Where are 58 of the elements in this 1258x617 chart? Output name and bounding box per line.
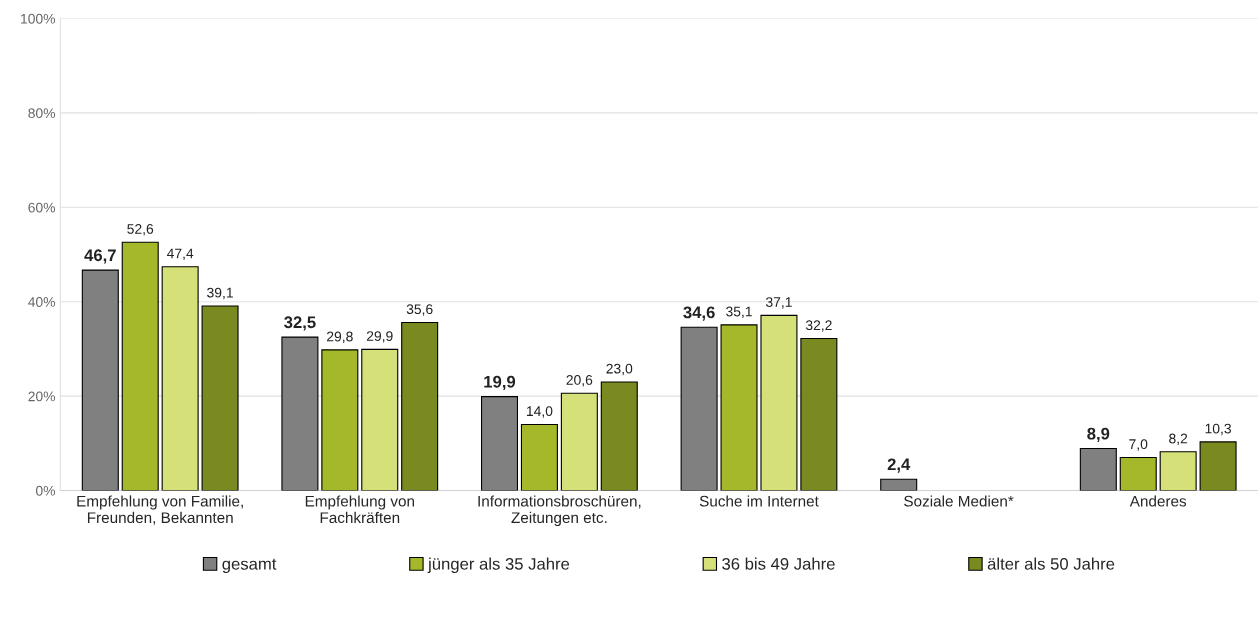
bar [161,266,199,491]
bar [361,348,399,491]
legend-label: älter als 50 Jahre [987,557,1115,570]
y-tick-label: 0% [35,485,56,496]
bar [201,305,239,491]
y-tick-label: 80% [28,108,56,119]
data-label: 19,9 [484,375,516,391]
data-label: 23,0 [606,363,633,376]
x-tick-label: Suche im Internet [699,495,819,507]
legend-label: jünger als 35 Jahre [427,557,570,574]
data-label: 35,1 [726,306,752,319]
bar [560,392,598,491]
bar [760,314,798,491]
data-label: 37,1 [765,297,792,309]
data-label: 10,3 [1205,423,1231,436]
data-label: 2,4 [887,458,911,473]
data-label: 8,2 [1169,433,1188,446]
bar [480,396,519,491]
data-label: 14,0 [526,406,553,418]
x-tick-label: Empfehlung von Fachkräften [305,495,415,524]
data-label: 39,1 [207,287,233,300]
legend-label: gesamt [222,558,277,574]
data-label: 32,2 [805,320,832,332]
data-label: 52,6 [127,224,154,236]
bar [680,326,718,491]
bar [281,336,319,491]
data-label: 20,6 [566,375,593,387]
bar [81,269,119,491]
data-label: 8,9 [1087,427,1110,442]
bar [401,321,439,491]
data-label: 7,0 [1129,439,1148,451]
bar [1199,441,1237,491]
bar [121,241,159,491]
y-tick-label: 20% [28,391,56,402]
bar [1079,447,1117,491]
y-tick-label: 60% [28,202,56,213]
x-tick-label: Empfehlung von Familie, Freunden, Bekannten [77,495,243,525]
data-label: 29,8 [327,331,353,344]
data-label: 47,4 [166,248,194,261]
data-label: 32,5 [284,316,316,331]
legend-label: 36 bis 49 Jahre [722,557,835,570]
y-tick-label: 40% [28,297,56,307]
data-label: 35,6 [406,304,433,316]
bar [321,349,359,491]
data-label: 46,7 [84,249,116,264]
bar [1119,456,1157,491]
bar [600,381,638,491]
x-tick-label: Soziale Medien* [904,495,1014,507]
bar [1159,451,1197,491]
y-tick-label: 100% [21,13,56,24]
bar [520,423,558,491]
bar [720,324,758,491]
data-label: 34,6 [683,306,715,321]
bar [800,337,838,491]
x-tick-label: Anderes [1129,495,1187,507]
data-label: 29,9 [366,331,393,343]
x-tick-label: Informationsbroschüren, Zeitungen etc. [478,495,641,527]
bar [880,478,918,491]
